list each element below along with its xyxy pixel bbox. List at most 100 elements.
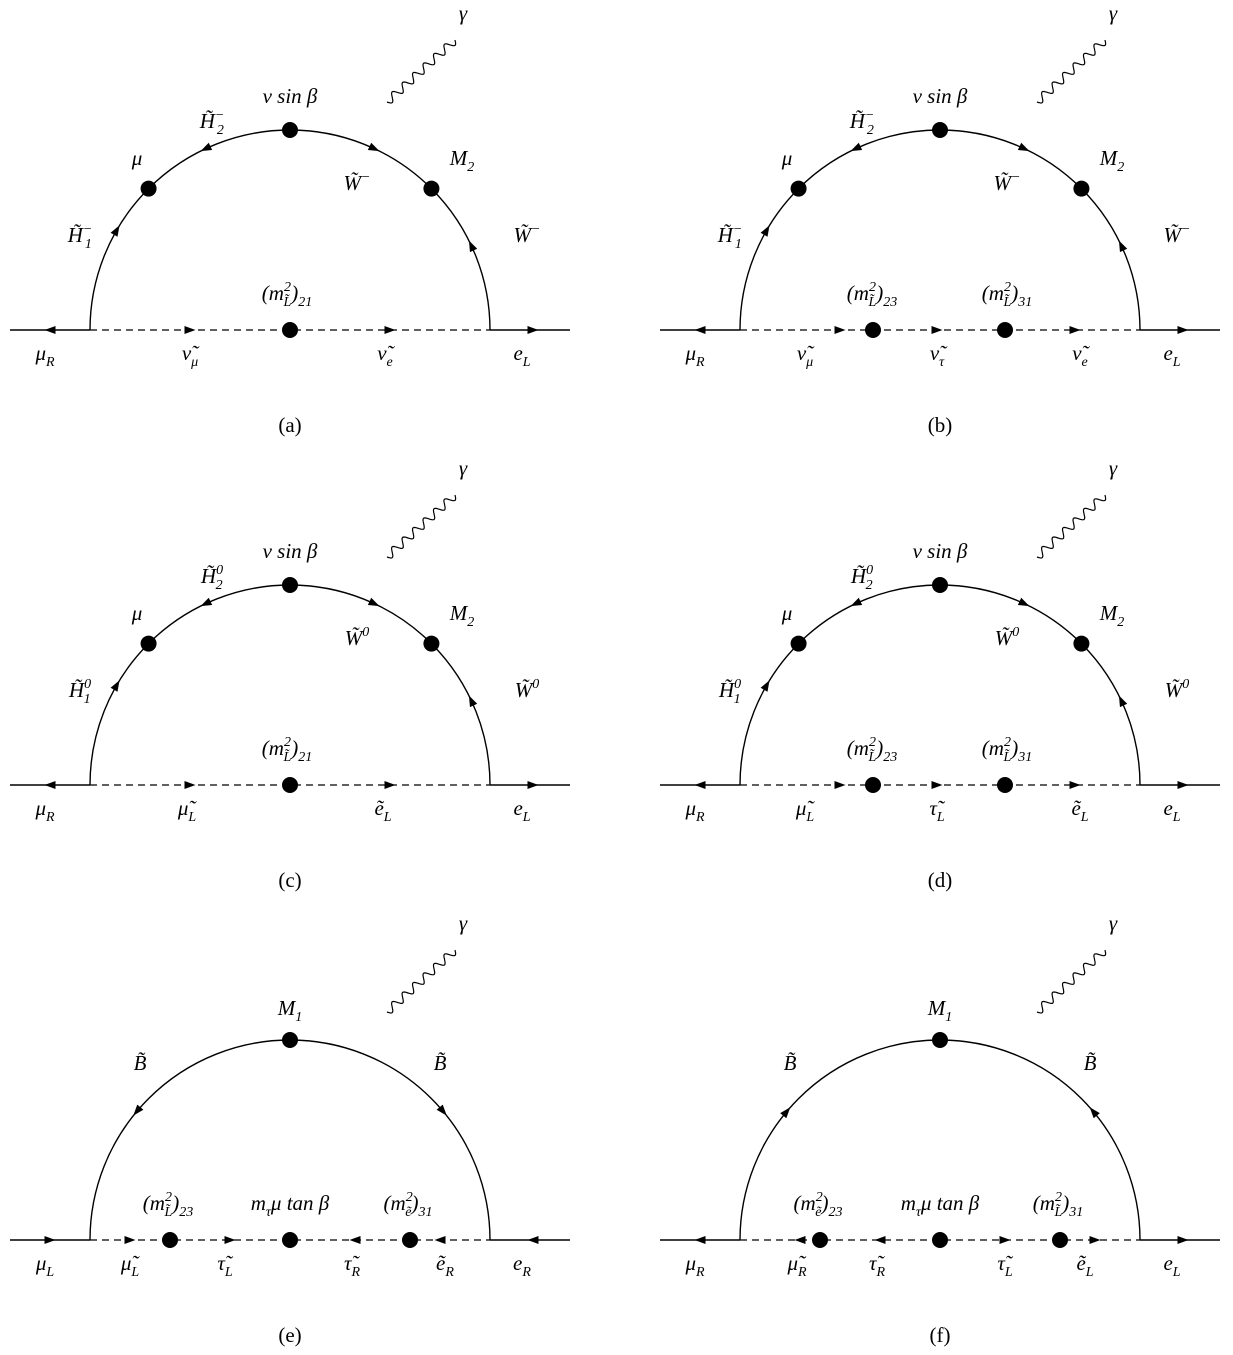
arrow-head	[850, 597, 863, 607]
vertex-dot	[140, 635, 157, 652]
label-part: M	[449, 146, 469, 170]
particle-label: v sin β	[913, 84, 968, 108]
label-part: e	[1163, 1251, 1172, 1275]
label-part: e	[1163, 796, 1172, 820]
label-part: μ	[781, 601, 793, 625]
label-part: R	[45, 355, 55, 370]
label-part: 21	[298, 750, 312, 765]
particle-label: M2	[1099, 601, 1125, 630]
label-part: L	[383, 810, 392, 825]
label-part: 2	[869, 735, 876, 750]
caption: (a)	[278, 413, 301, 437]
label-part: (m	[1033, 1191, 1055, 1215]
particle-label: B̃	[1084, 1051, 1097, 1075]
label-part: L	[805, 810, 814, 825]
arrow-head	[367, 597, 380, 607]
label-part: μ	[131, 146, 143, 170]
particle-label: B̃	[784, 1051, 797, 1075]
vertex-dot	[140, 180, 157, 197]
label-part: μ	[805, 355, 813, 370]
arrow-head	[931, 781, 943, 789]
label-part: −	[83, 222, 92, 237]
label-part: W̃	[515, 678, 535, 702]
arrow-head	[349, 1236, 361, 1244]
label-part: L̃	[867, 749, 876, 765]
particle-label: ν̃μ	[797, 341, 815, 370]
arrow-head	[780, 1107, 791, 1119]
particle-label: v sin β	[263, 539, 318, 563]
label-part: ẽ	[436, 1251, 446, 1275]
particle-label: (m2 L̃)23	[143, 1190, 193, 1220]
label-part: R	[875, 1265, 885, 1280]
label-part: μ	[684, 796, 696, 820]
label-part: L̃	[282, 749, 291, 765]
particle-label: W̃−	[994, 170, 1021, 195]
label-part: 2	[1117, 160, 1124, 175]
particle-label: eL	[1163, 796, 1180, 825]
vertex-dot	[812, 1232, 828, 1248]
arrow-head	[1118, 695, 1128, 708]
label-part: W̃	[995, 626, 1015, 650]
label-part: W̃	[514, 223, 534, 247]
label-part: 0	[84, 677, 91, 692]
vertex-dot	[282, 1032, 298, 1048]
arrow-head	[1089, 1236, 1101, 1244]
caption: (f)	[930, 1323, 951, 1347]
particle-label: ẽL	[1071, 796, 1088, 825]
particle-label: M1	[277, 996, 303, 1025]
label-part: L̃	[1002, 294, 1011, 310]
label-part: 1	[734, 692, 741, 707]
label-part: −	[733, 222, 742, 237]
photon-line	[1036, 39, 1107, 104]
arrow-head	[1177, 781, 1189, 789]
particle-label: μ	[131, 146, 143, 170]
label-part: L̃	[1002, 749, 1011, 765]
label-part: H̃	[849, 109, 867, 133]
particle-label: (m2 L̃)23	[847, 735, 897, 765]
label-part: ẽ	[405, 1205, 412, 1220]
label-part: 23	[828, 1205, 842, 1220]
vertex-dot	[1073, 635, 1090, 652]
label-part: 31	[417, 1205, 432, 1220]
label-part: )	[290, 281, 298, 305]
vertex-dot	[790, 635, 807, 652]
particle-label: (m2 ẽ)31	[384, 1190, 433, 1220]
arrow-head	[1177, 1236, 1189, 1244]
label-part: m	[901, 1191, 916, 1215]
label-part: 2	[217, 123, 224, 138]
label-part: 2	[406, 1190, 413, 1205]
arrow-head	[850, 142, 863, 152]
photon-label: γ	[1109, 1, 1118, 25]
arrow-head	[694, 1236, 706, 1244]
label-part: B̃	[434, 1051, 447, 1075]
particle-label: W̃0	[1165, 677, 1190, 702]
vertex-dot	[865, 322, 881, 338]
vertex-dot	[932, 1232, 948, 1248]
particle-label: M2	[1099, 146, 1125, 175]
particle-label: M1	[927, 996, 953, 1025]
particle-label: μR	[684, 1251, 705, 1280]
label-part: 2	[1004, 735, 1011, 750]
caption: (b)	[928, 413, 953, 437]
label-part: B̃	[1084, 1051, 1097, 1075]
particle-label: ẽR	[436, 1251, 454, 1280]
arrow-head	[834, 326, 846, 334]
particle-label: (m2 L̃)31	[982, 735, 1032, 765]
particle-label: H̃0 1	[68, 677, 91, 707]
arrow-head	[200, 597, 213, 607]
label-part: e	[1082, 355, 1088, 370]
vertex-dot	[423, 180, 440, 197]
photon-label: γ	[459, 1, 468, 25]
arrow-head	[999, 1236, 1011, 1244]
particle-label: (m2 L̃)31	[982, 280, 1032, 310]
vertex-dot	[162, 1232, 178, 1248]
label-part: L	[1004, 1265, 1013, 1280]
particle-label: μ̃L	[795, 796, 816, 825]
arrow-head	[436, 1104, 447, 1116]
label-part: )	[1061, 1191, 1069, 1215]
arrow-head	[1177, 326, 1189, 334]
label-part: )	[1010, 736, 1018, 760]
label-part: W̃	[345, 626, 365, 650]
label-part: 2	[165, 1190, 172, 1205]
